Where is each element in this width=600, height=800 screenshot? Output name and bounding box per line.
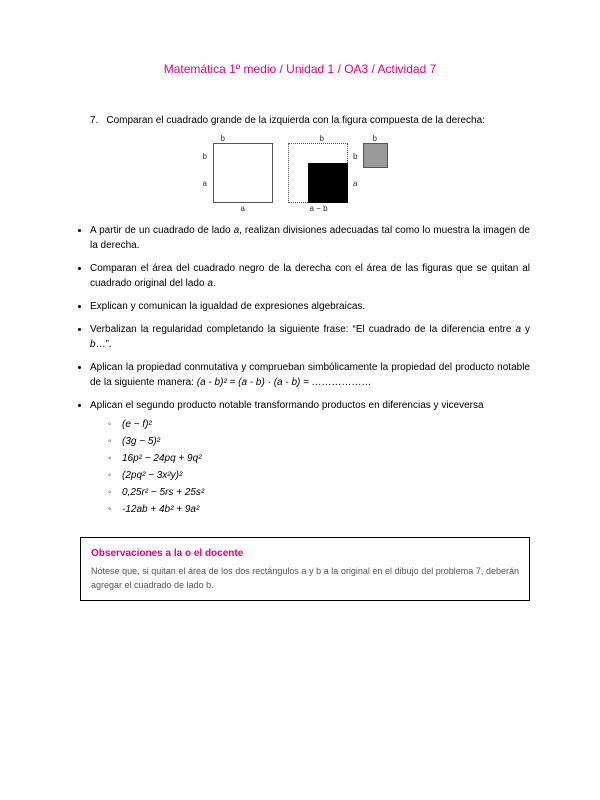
sub-item: (2pq² − 3x²y)² xyxy=(108,468,530,483)
label-a3: a xyxy=(353,178,357,190)
observation-body: Nótese que, si quitan el área de los dos… xyxy=(91,565,519,592)
label-a2: a xyxy=(241,203,245,215)
problem-number: 7. xyxy=(90,113,98,128)
figure-mid-composite: b b a a − b xyxy=(288,143,348,203)
observation-title: Observaciones a la o el docente xyxy=(91,546,519,561)
sub-item: 16p² − 24pq + 9q² xyxy=(108,451,530,466)
list-item: A partir de un cuadrado de lado a, reali… xyxy=(90,223,530,253)
label-b: b xyxy=(221,133,225,145)
bullet-list: A partir de un cuadrado de lado a, reali… xyxy=(90,223,530,517)
figure-right-gray: b xyxy=(363,143,388,168)
sub-item: (3g − 5)² xyxy=(108,434,530,449)
figure-left-square: b b a a xyxy=(213,143,273,203)
sub-item: 0,25r² − 5rs + 25s² xyxy=(108,485,530,500)
list-item: Aplican la propiedad conmutativa y compr… xyxy=(90,360,530,390)
list-item: Explican y comunican la igualdad de expr… xyxy=(90,299,530,314)
list-item: Aplican el segundo producto notable tran… xyxy=(90,398,530,517)
sub-list: (e − f)² (3g − 5)² 16p² − 24pq + 9q² (2p… xyxy=(108,417,530,517)
sub-item: -12ab + 4b² + 9a² xyxy=(108,502,530,517)
observation-box: Observaciones a la o el docente Nótese q… xyxy=(80,537,530,601)
list-item: Comparan el área del cuadrado negro de l… xyxy=(90,261,530,291)
label-a: a xyxy=(203,178,207,190)
problem-text: Comparan el cuadrado grande de la izquie… xyxy=(106,113,485,128)
sub-item: (e − f)² xyxy=(108,417,530,432)
page-title: Matemática 1º medio / Unidad 1 / OA3 / A… xyxy=(50,60,550,78)
label-b3: b xyxy=(320,133,324,145)
figure: b b a a b b a a − b b xyxy=(50,143,550,203)
label-b5: b xyxy=(373,133,377,145)
list-item: Verbalizan la regularidad completando la… xyxy=(90,322,530,352)
problem-block: 7. Comparan el cuadrado grande de la izq… xyxy=(90,113,530,128)
black-square xyxy=(308,163,348,203)
label-b4: b xyxy=(353,151,357,163)
label-amb: a − b xyxy=(310,203,328,215)
label-b2: b xyxy=(203,151,207,163)
list-item-text: Aplican el segundo producto notable tran… xyxy=(90,400,484,411)
